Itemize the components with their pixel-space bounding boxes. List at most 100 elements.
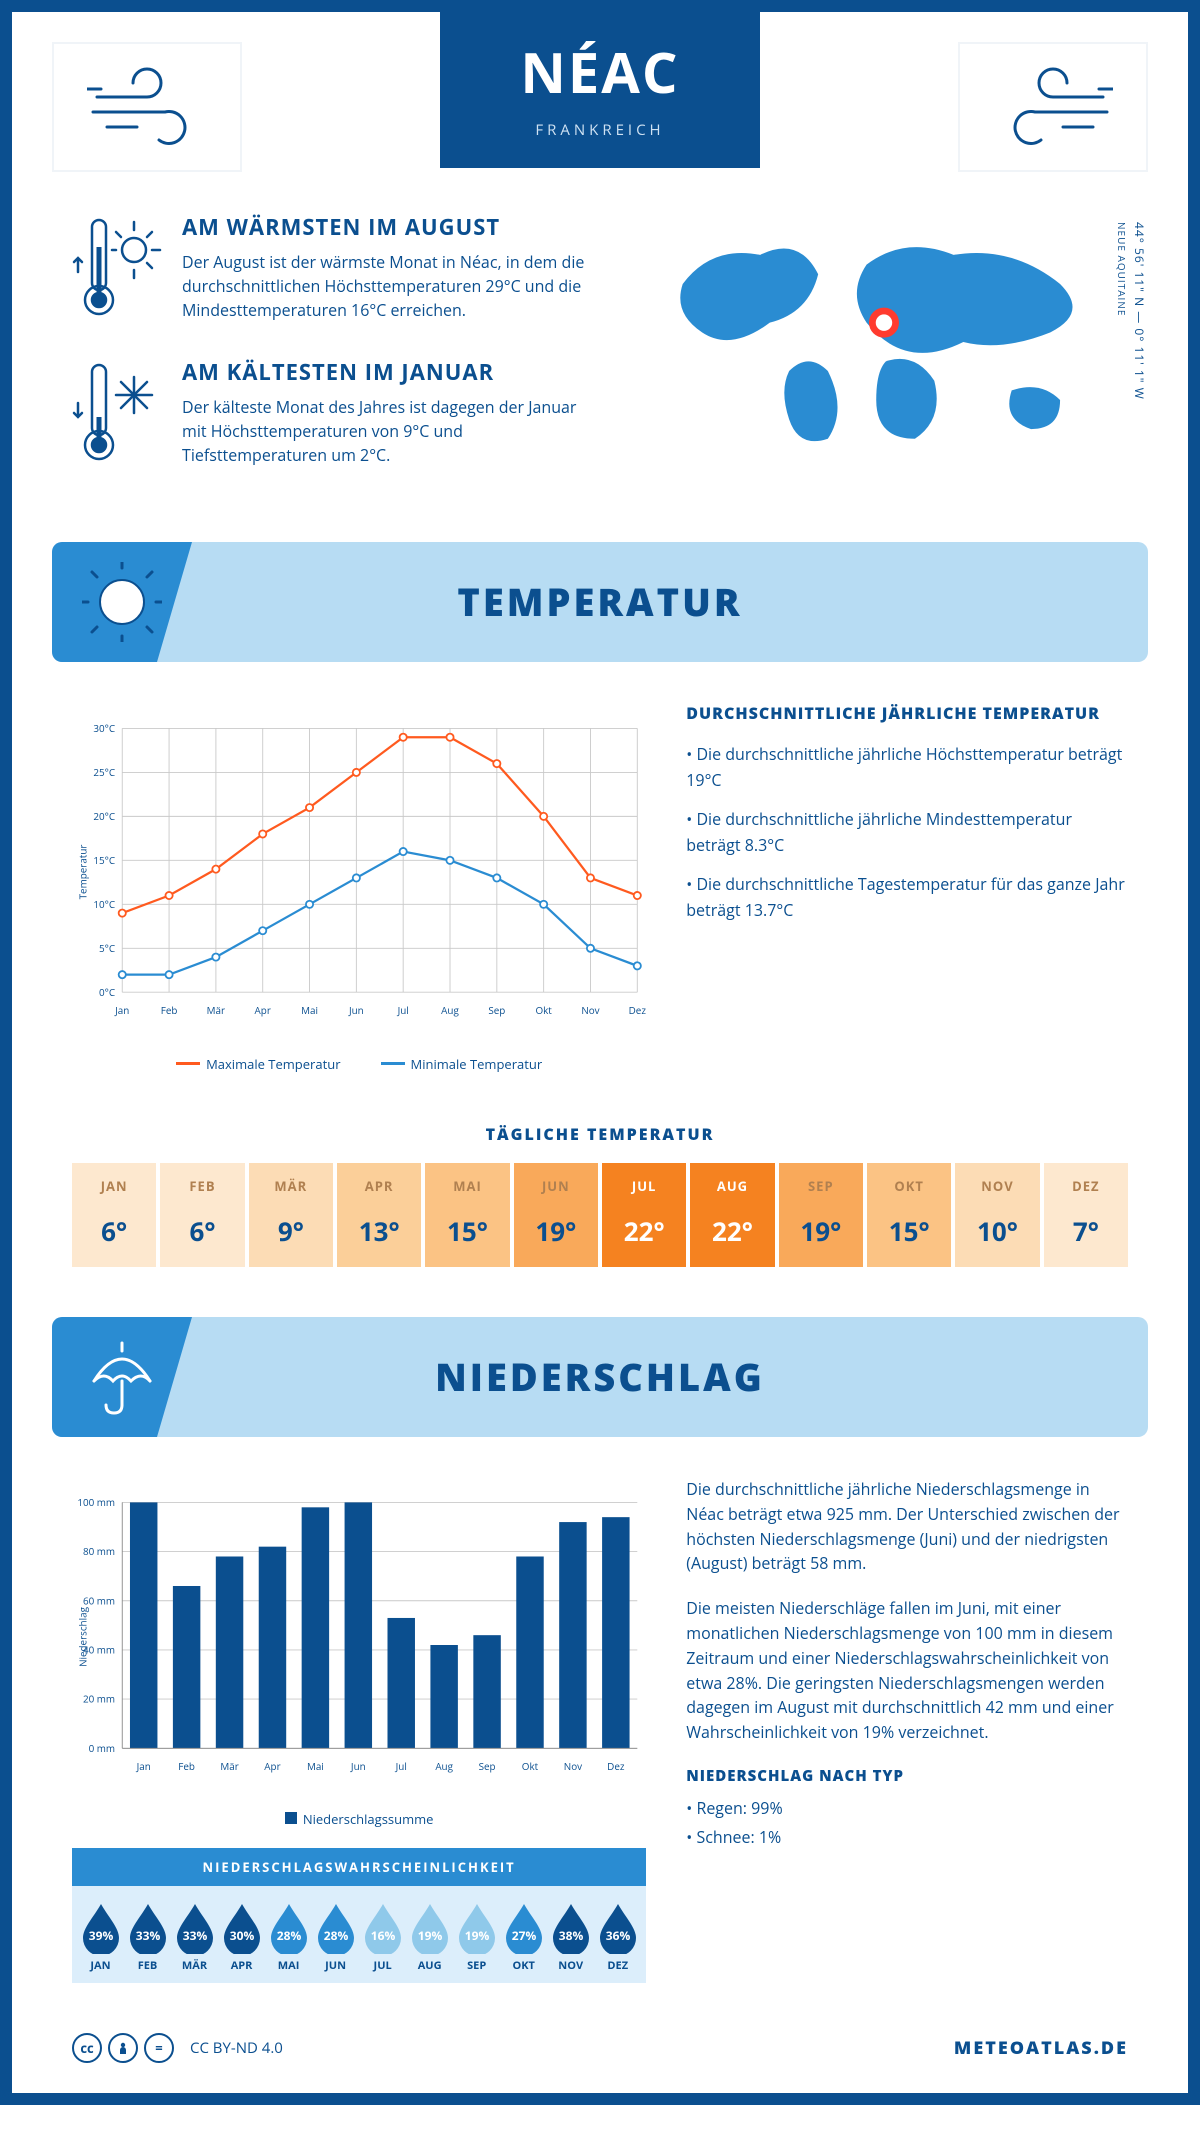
- wind-icon-left: [52, 42, 242, 172]
- svg-text:Jun: Jun: [348, 1003, 364, 1017]
- svg-text:Sep: Sep: [479, 1759, 496, 1773]
- precipitation-legend: Niederschlagssumme: [72, 1810, 646, 1828]
- precipitation-probability-box: NIEDERSCHLAGSWAHRSCHEINLICHKEIT 39% JAN …: [72, 1848, 646, 1983]
- world-map: 44° 56' 11" N — 0° 11' 1" W NEUE AQUITAI…: [644, 212, 1128, 502]
- umbrella-icon: [52, 1317, 192, 1437]
- probability-drop: 19% SEP: [454, 1900, 499, 1973]
- temperature-heading: TEMPERATUR: [457, 576, 742, 628]
- svg-text:Okt: Okt: [535, 1003, 552, 1017]
- svg-text:Temperatur: Temperatur: [75, 845, 89, 900]
- header-row: NÉAC FRANKREICH: [12, 12, 1188, 182]
- daily-temp-cell: MÄR9°: [249, 1163, 333, 1267]
- wind-icon-right: [958, 42, 1148, 172]
- svg-text:Jan: Jan: [114, 1003, 129, 1017]
- svg-text:28%: 28%: [276, 1927, 301, 1944]
- svg-text:38%: 38%: [558, 1927, 583, 1944]
- svg-text:100 mm: 100 mm: [77, 1495, 115, 1509]
- footer: cc = CC BY-ND 4.0 METEOATLAS.DE: [12, 2003, 1188, 2093]
- thermometer-cold-icon: [72, 357, 162, 472]
- precipitation-chart: 0 mm20 mm40 mm60 mm80 mm100 mmNiederschl…: [72, 1477, 646, 1983]
- svg-text:Apr: Apr: [255, 1003, 271, 1017]
- svg-text:Aug: Aug: [441, 1003, 459, 1017]
- svg-text:0°C: 0°C: [99, 985, 115, 999]
- prob-title: NIEDERSCHLAGSWAHRSCHEINLICHKEIT: [72, 1848, 646, 1886]
- prob-row: 39% JAN 33% FEB 33% MÄR 30% APR 28% MAI …: [72, 1886, 646, 1983]
- svg-text:Jan: Jan: [136, 1759, 151, 1773]
- probability-drop: 33% MÄR: [172, 1900, 217, 1973]
- precip-type-item: • Schnee: 1%: [686, 1825, 1128, 1850]
- temperature-chart: 0°C5°C10°C15°C20°C25°C30°CJanFebMärAprMa…: [72, 702, 646, 1073]
- svg-text:39%: 39%: [88, 1927, 113, 1944]
- daily-temp-cell: MAI15°: [425, 1163, 509, 1267]
- svg-text:Okt: Okt: [522, 1759, 539, 1773]
- daily-temp-cell: FEB6°: [160, 1163, 244, 1267]
- svg-text:27%: 27%: [511, 1927, 536, 1944]
- probability-drop: 27% OKT: [501, 1900, 546, 1973]
- svg-text:60 mm: 60 mm: [83, 1593, 115, 1607]
- cc-icon: cc: [72, 2033, 102, 2063]
- svg-text:30°C: 30°C: [93, 721, 115, 735]
- daily-temp-cell: APR13°: [337, 1163, 421, 1267]
- temperature-summary: DURCHSCHNITTLICHE JÄHRLICHE TEMPERATUR •…: [686, 702, 1128, 1073]
- daily-temp-cell: DEZ7°: [1044, 1163, 1128, 1267]
- svg-text:33%: 33%: [182, 1927, 207, 1944]
- thermometer-hot-icon: [72, 212, 162, 327]
- precipitation-body: 0 mm20 mm40 mm60 mm80 mm100 mmNiederschl…: [12, 1437, 1188, 2003]
- license-block: cc = CC BY-ND 4.0: [72, 2033, 283, 2063]
- sun-icon: [52, 542, 192, 662]
- daily-temp-grid: JAN6°FEB6°MÄR9°APR13°MAI15°JUN19°JUL22°A…: [72, 1163, 1128, 1267]
- svg-text:Mai: Mai: [301, 1003, 318, 1017]
- probability-drop: 36% DEZ: [595, 1900, 640, 1973]
- infographic-frame: NÉAC FRANKREICH: [0, 0, 1200, 2105]
- fact-coldest: AM KÄLTESTEN IM JANUAR Der kälteste Mona…: [72, 357, 604, 472]
- probability-drop: 16% JUL: [360, 1900, 405, 1973]
- svg-text:28%: 28%: [323, 1927, 348, 1944]
- temp-bullet: • Die durchschnittliche jährliche Höchst…: [686, 742, 1128, 793]
- svg-text:Mär: Mär: [220, 1759, 238, 1773]
- svg-text:Nov: Nov: [564, 1759, 582, 1773]
- probability-drop: 30% APR: [219, 1900, 264, 1973]
- daily-temp-cell: JAN6°: [72, 1163, 156, 1267]
- precipitation-heading: NIEDERSCHLAG: [435, 1351, 765, 1403]
- fact-cold-text: Der kälteste Monat des Jahres ist dagege…: [182, 395, 604, 467]
- svg-text:16%: 16%: [370, 1927, 395, 1944]
- svg-text:30%: 30%: [229, 1927, 254, 1944]
- svg-text:Sep: Sep: [488, 1003, 505, 1017]
- section-banner-temperature: TEMPERATUR: [52, 542, 1148, 662]
- by-icon: [108, 2033, 138, 2063]
- probability-drop: 28% MAI: [266, 1900, 311, 1973]
- coordinates: 44° 56' 11" N — 0° 11' 1" W NEUE AQUITAI…: [1114, 222, 1148, 400]
- daily-temp-cell: JUN19°: [514, 1163, 598, 1267]
- probability-drop: 39% JAN: [78, 1900, 123, 1973]
- svg-text:Jun: Jun: [350, 1759, 366, 1773]
- svg-text:33%: 33%: [135, 1927, 160, 1944]
- fact-warmest: AM WÄRMSTEN IM AUGUST Der August ist der…: [72, 212, 604, 327]
- title-banner: NÉAC FRANKREICH: [440, 12, 759, 168]
- precip-para: Die durchschnittliche jährliche Niedersc…: [686, 1477, 1128, 1576]
- brand-name: METEOATLAS.DE: [954, 2036, 1128, 2060]
- svg-text:Nov: Nov: [581, 1003, 599, 1017]
- svg-text:20°C: 20°C: [93, 809, 115, 823]
- section-banner-precipitation: NIEDERSCHLAG: [52, 1317, 1148, 1437]
- svg-text:10°C: 10°C: [93, 897, 115, 911]
- svg-text:Jul: Jul: [395, 1759, 407, 1773]
- svg-text:Mai: Mai: [307, 1759, 324, 1773]
- svg-text:36%: 36%: [605, 1927, 630, 1944]
- nd-icon: =: [144, 2033, 174, 2063]
- daily-temp-cell: NOV10°: [955, 1163, 1039, 1267]
- precip-para: Die meisten Niederschläge fallen im Juni…: [686, 1596, 1128, 1745]
- svg-text:Aug: Aug: [435, 1759, 453, 1773]
- temperature-body: 0°C5°C10°C15°C20°C25°C30°CJanFebMärAprMa…: [12, 662, 1188, 1093]
- daily-temp-cell: JUL22°: [602, 1163, 686, 1267]
- probability-drop: 19% AUG: [407, 1900, 452, 1973]
- svg-text:Mär: Mär: [207, 1003, 225, 1017]
- temp-bullet: • Die durchschnittliche jährliche Mindes…: [686, 807, 1128, 858]
- svg-text:Feb: Feb: [178, 1759, 195, 1773]
- svg-text:Niederschlag: Niederschlag: [75, 1606, 89, 1666]
- probability-drop: 38% NOV: [548, 1900, 593, 1973]
- fact-warm-text: Der August ist der wärmste Monat in Néac…: [182, 250, 604, 322]
- fact-cold-title: AM KÄLTESTEN IM JANUAR: [182, 357, 604, 387]
- svg-text:19%: 19%: [464, 1927, 489, 1944]
- daily-temp-cell: AUG22°: [690, 1163, 774, 1267]
- daily-temp-title: TÄGLICHE TEMPERATUR: [12, 1123, 1188, 1145]
